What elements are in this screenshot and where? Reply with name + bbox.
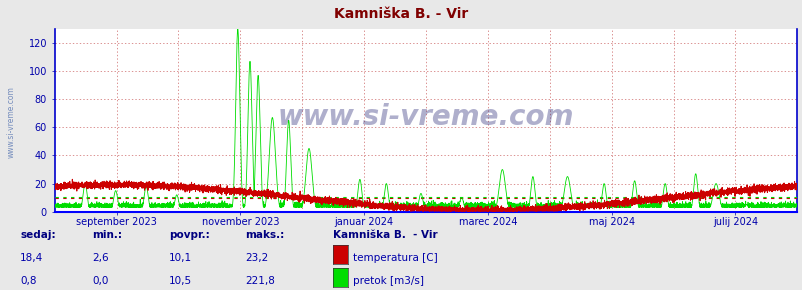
Text: 221,8: 221,8: [245, 276, 274, 286]
Text: temperatura [C]: temperatura [C]: [353, 253, 438, 263]
Text: 18,4: 18,4: [20, 253, 43, 263]
Text: maks.:: maks.:: [245, 230, 284, 240]
Text: 0,0: 0,0: [92, 276, 108, 286]
Text: Kamniška B. - Vir: Kamniška B. - Vir: [334, 7, 468, 21]
Text: povpr.:: povpr.:: [168, 230, 209, 240]
Text: Kamniška B.  - Vir: Kamniška B. - Vir: [333, 230, 437, 240]
Text: min.:: min.:: [92, 230, 122, 240]
Text: www.si-vreme.com: www.si-vreme.com: [6, 86, 15, 158]
Text: 10,5: 10,5: [168, 276, 192, 286]
Text: 2,6: 2,6: [92, 253, 109, 263]
Text: 23,2: 23,2: [245, 253, 268, 263]
Text: sedaj:: sedaj:: [20, 230, 55, 240]
Text: pretok [m3/s]: pretok [m3/s]: [353, 276, 423, 286]
Text: 0,8: 0,8: [20, 276, 37, 286]
Text: 10,1: 10,1: [168, 253, 192, 263]
Text: www.si-vreme.com: www.si-vreme.com: [277, 103, 573, 131]
